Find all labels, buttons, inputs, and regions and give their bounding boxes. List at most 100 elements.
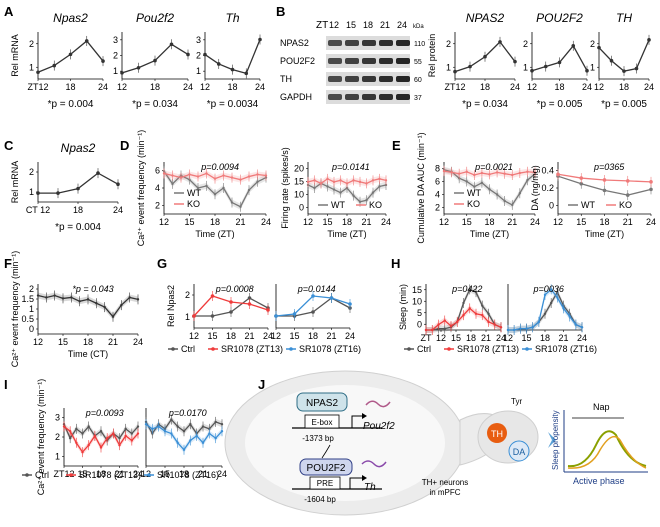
y-tick-label: 0 [299,203,304,213]
data-point [473,173,476,177]
blot-kda: 110 [414,41,425,48]
x-tick-label: 21 [361,217,371,227]
data-point [437,323,440,326]
p-value: p=0.0170 [168,408,207,418]
ebox-label: E-box [312,418,333,427]
data-point [208,432,211,435]
x-axis-label: Time (ZT) [327,229,366,239]
data-point [87,425,90,428]
x-tick-label: ZT12 [444,82,465,92]
data-point [450,171,453,174]
p-value: p=0.0094 [200,162,239,172]
blot-band [379,76,393,82]
data-point [214,420,217,424]
data-point [495,193,499,196]
y-axis-label: Cumulative DA AUC (min⁻¹) [416,132,426,243]
data-point [247,302,252,306]
data-point [230,67,235,72]
data-point [171,182,174,186]
data-point [229,310,233,314]
x-tick-label: 18 [554,82,564,92]
data-point [76,186,80,191]
data-point [602,188,607,193]
legend-marker [289,347,293,351]
data-point [585,68,589,73]
data-point [549,288,553,291]
data-point [371,179,375,182]
data-point [99,430,103,433]
y-tick-label: 6 [435,177,440,187]
data-point [68,436,72,440]
chart-title: TH [616,11,632,25]
data-point [61,297,65,300]
p-value: p=0.0141 [331,162,370,172]
data-point [530,68,534,73]
arrowhead-2 [362,475,367,481]
pou2f2-gene-label: Pou2f2 [363,421,395,432]
p-value: p=0.0144 [297,284,336,294]
data-point [210,294,215,298]
y-tick-label: 2 [155,200,160,210]
data-point [531,326,534,329]
data-point [352,179,355,182]
x-tick-label: 24 [496,333,506,343]
data-point [499,326,503,329]
data-point [195,434,198,438]
x-tick-label: 12 [527,82,537,92]
data-point [345,182,349,185]
data-point [526,179,529,182]
data-point [247,188,251,192]
x-tick-label: 18 [480,82,490,92]
blot-zt-label: ZT [316,20,328,31]
blot-kda: 60 [414,77,422,84]
arrow-chevron [548,432,556,448]
data-point [124,427,127,431]
blot-lane-label: 12 [329,20,339,30]
data-point [229,300,233,304]
x-tick-label: 24 [113,205,123,215]
data-point [326,185,329,188]
promoter-arrow-1 [351,415,362,428]
data-point [487,320,490,324]
ebox-bp: -1373 bp [302,434,334,443]
data-point [75,441,78,444]
blot-band [328,76,342,82]
chart-a1: Npas2 Rel mRNA ZT12 18 24 1 2 *p = 0.004 [10,11,108,110]
y-axis-label: Firing rate (spikes/s) [280,147,290,229]
x-tick-label: 18 [65,82,75,92]
data-point [210,314,215,318]
data-point [220,423,224,426]
data-point [649,187,653,192]
y-tick-label: 6 [155,166,160,176]
data-point [449,324,453,328]
data-point [311,294,315,298]
data-point [112,432,115,435]
data-point [503,199,506,203]
data-point [313,179,316,182]
x-tick-label: 12 [436,333,446,343]
x-tick-label: 12 [553,217,563,227]
p-value: p=0422 [451,284,482,294]
data-point [365,199,368,202]
legend-label: WT [467,188,481,198]
p-value: *p = 0.043 [72,284,113,294]
x-tick-label: ZT12 [27,82,48,92]
data-point [118,443,121,447]
data-point [258,37,262,42]
x-axis-label: Time (CT) [68,349,108,359]
legend-marker [211,347,215,351]
x-tick-label: 24 [644,82,654,92]
data-point [124,434,127,438]
data-point [488,188,491,191]
x-tick-label: 12 [33,337,43,347]
data-point [543,293,547,297]
chart-b1: NPAS2 Rel protein ZT12 18 24 1 2 *p = 0.034 [427,11,520,110]
data-point [526,170,529,173]
y-tick-label: 3 [113,35,118,45]
data-point [182,448,186,451]
data-point [473,185,476,188]
panel-label-j: J [258,377,265,392]
p-value: *p = 0.005 [601,99,647,110]
legend-label: WT [331,200,345,210]
